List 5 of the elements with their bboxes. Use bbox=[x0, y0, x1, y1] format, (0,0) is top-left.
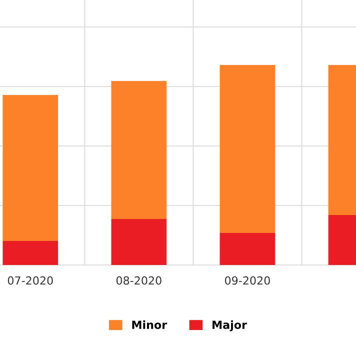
x-tick-label: 07-2020 bbox=[8, 276, 53, 285]
x-tick-label: 09-2020 bbox=[224, 276, 270, 285]
x-tick-label: 08-2020 bbox=[116, 276, 162, 285]
legend-label: Minor bbox=[132, 320, 168, 329]
legend-label: Major bbox=[212, 320, 247, 332]
